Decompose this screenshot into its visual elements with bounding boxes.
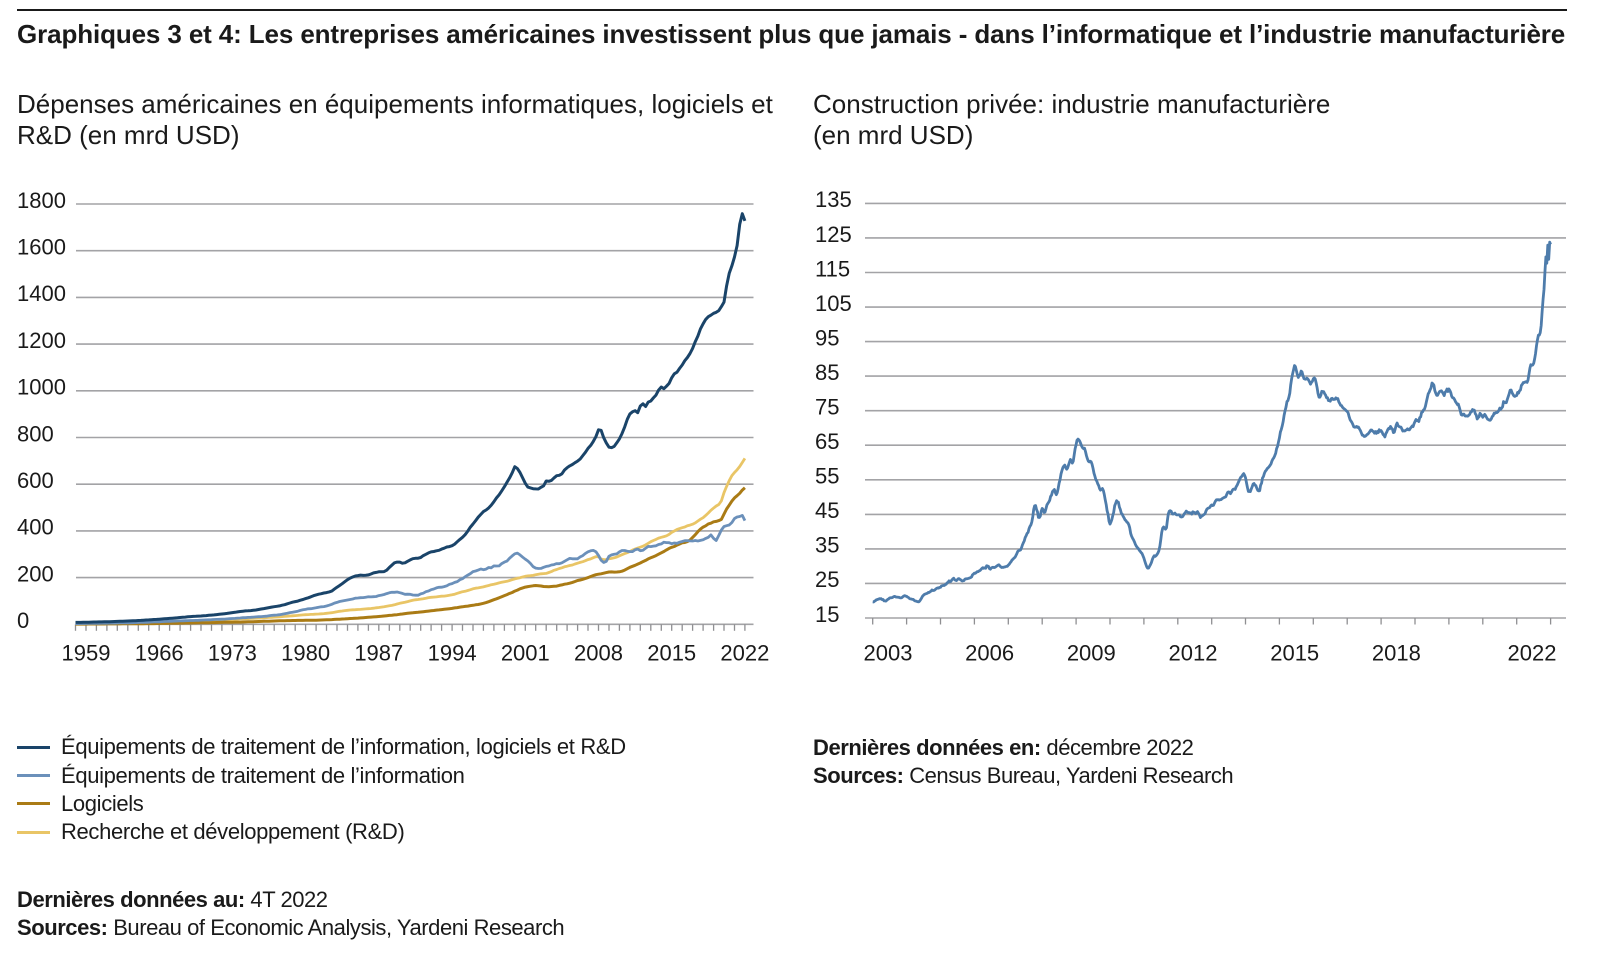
- svg-text:1200: 1200: [17, 328, 66, 353]
- svg-text:2015: 2015: [1270, 641, 1319, 666]
- svg-text:55: 55: [815, 464, 839, 489]
- svg-text:1980: 1980: [281, 641, 330, 666]
- svg-text:0: 0: [17, 608, 29, 633]
- svg-text:2018: 2018: [1372, 641, 1421, 666]
- svg-text:600: 600: [17, 468, 54, 493]
- svg-text:2009: 2009: [1067, 641, 1116, 666]
- svg-text:2012: 2012: [1169, 641, 1218, 666]
- svg-text:95: 95: [815, 325, 839, 350]
- svg-text:2022: 2022: [1508, 641, 1557, 666]
- svg-text:125: 125: [815, 222, 852, 247]
- svg-text:15: 15: [815, 602, 839, 627]
- svg-text:2001: 2001: [501, 641, 550, 666]
- svg-text:1600: 1600: [17, 235, 66, 260]
- svg-text:2022: 2022: [720, 641, 769, 666]
- svg-text:1987: 1987: [354, 641, 403, 666]
- svg-text:1994: 1994: [428, 641, 477, 666]
- svg-text:25: 25: [815, 567, 839, 592]
- svg-text:400: 400: [17, 515, 54, 540]
- svg-text:2008: 2008: [574, 641, 623, 666]
- svg-text:1966: 1966: [135, 641, 184, 666]
- svg-text:45: 45: [815, 498, 839, 523]
- svg-text:105: 105: [815, 291, 852, 316]
- svg-text:1973: 1973: [208, 641, 257, 666]
- svg-text:1959: 1959: [62, 641, 111, 666]
- svg-text:75: 75: [815, 395, 839, 420]
- svg-text:65: 65: [815, 429, 839, 454]
- svg-text:135: 135: [815, 187, 852, 212]
- svg-text:2003: 2003: [864, 641, 913, 666]
- svg-text:1800: 1800: [17, 188, 66, 213]
- svg-text:2006: 2006: [965, 641, 1014, 666]
- svg-text:85: 85: [815, 360, 839, 385]
- svg-text:800: 800: [17, 421, 54, 446]
- svg-text:2015: 2015: [647, 641, 696, 666]
- svg-text:1000: 1000: [17, 375, 66, 400]
- svg-text:115: 115: [815, 256, 850, 281]
- svg-text:200: 200: [17, 561, 54, 586]
- svg-text:35: 35: [815, 533, 839, 558]
- svg-text:1400: 1400: [17, 281, 66, 306]
